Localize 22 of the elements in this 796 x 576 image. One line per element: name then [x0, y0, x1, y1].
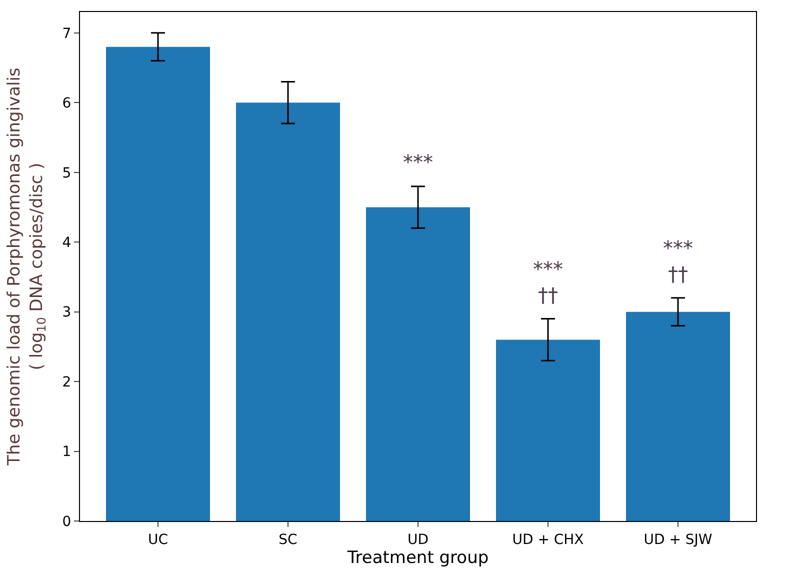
bar — [626, 312, 730, 521]
y-tick-label: 6 — [62, 96, 72, 112]
x-tick-label: UD — [407, 532, 429, 548]
x-axis-title: Treatment group — [346, 548, 489, 568]
data-label: *** †† — [663, 236, 693, 286]
y-tick-label: 2 — [62, 374, 72, 390]
x-tick-label: UD + SJW — [644, 532, 712, 548]
y-tick-label: 1 — [62, 444, 72, 460]
bar — [236, 102, 340, 521]
x-tick-label: UC — [148, 532, 168, 548]
y-tick-label: 3 — [62, 304, 72, 321]
y-tick-label: 4 — [62, 235, 72, 251]
y-tick-label: 5 — [62, 165, 72, 182]
data-label: *** — [403, 150, 433, 174]
data-label: *** †† — [533, 257, 563, 307]
x-tick-label: SC — [278, 532, 298, 548]
x-tick-label: UD + CHX — [512, 532, 584, 548]
y-tick-label: 0 — [62, 514, 72, 530]
bar — [496, 340, 600, 521]
y-tick-label: 7 — [62, 26, 72, 42]
bar — [106, 46, 210, 521]
bar — [366, 207, 470, 521]
